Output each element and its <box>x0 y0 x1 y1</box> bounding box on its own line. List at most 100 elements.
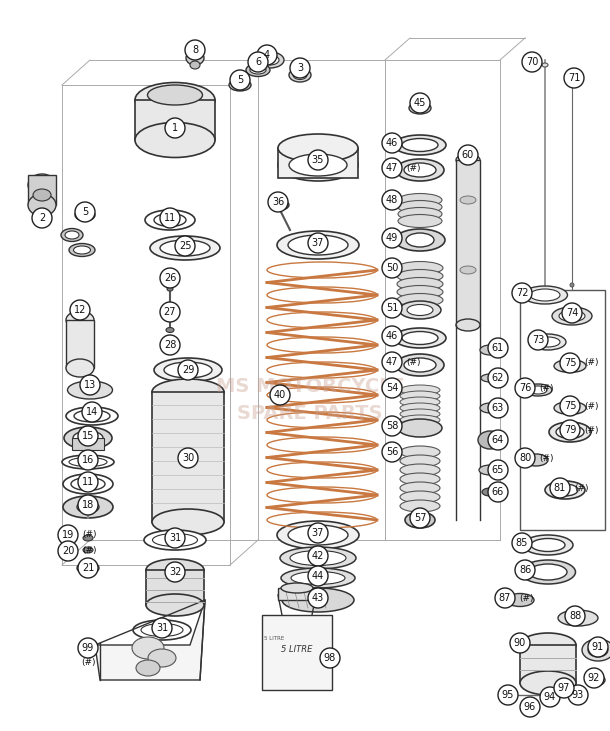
Ellipse shape <box>277 231 359 259</box>
Ellipse shape <box>460 196 476 204</box>
Circle shape <box>488 368 508 388</box>
Ellipse shape <box>69 458 107 466</box>
Ellipse shape <box>281 568 355 588</box>
Circle shape <box>58 525 78 545</box>
Ellipse shape <box>404 163 436 177</box>
Ellipse shape <box>280 547 356 569</box>
Ellipse shape <box>261 55 279 65</box>
Text: 36: 36 <box>272 197 284 207</box>
Circle shape <box>270 385 290 405</box>
Circle shape <box>512 283 532 303</box>
Ellipse shape <box>556 425 584 439</box>
Circle shape <box>488 338 508 358</box>
Circle shape <box>308 566 328 586</box>
Text: 44: 44 <box>312 571 324 581</box>
Bar <box>28 175 56 205</box>
Ellipse shape <box>28 174 56 196</box>
Ellipse shape <box>68 381 112 399</box>
Circle shape <box>515 378 535 398</box>
Circle shape <box>78 426 98 446</box>
Circle shape <box>290 58 310 78</box>
Ellipse shape <box>293 70 307 80</box>
Circle shape <box>584 668 604 688</box>
Ellipse shape <box>404 358 436 372</box>
Ellipse shape <box>407 305 433 316</box>
Ellipse shape <box>62 455 114 469</box>
Text: 80: 80 <box>519 453 531 463</box>
Ellipse shape <box>520 560 575 584</box>
Text: (#): (#) <box>539 453 553 463</box>
Text: 37: 37 <box>312 238 324 248</box>
Circle shape <box>230 70 250 90</box>
Text: 58: 58 <box>386 421 398 431</box>
Text: 62: 62 <box>492 373 504 383</box>
Ellipse shape <box>544 693 556 701</box>
Text: 86: 86 <box>519 565 531 575</box>
Circle shape <box>382 378 402 398</box>
Ellipse shape <box>291 572 345 585</box>
Circle shape <box>165 528 185 548</box>
Ellipse shape <box>400 500 440 512</box>
Ellipse shape <box>585 674 605 686</box>
Circle shape <box>382 158 402 178</box>
Ellipse shape <box>65 231 79 239</box>
Circle shape <box>78 558 98 578</box>
Text: 4: 4 <box>264 50 270 60</box>
Ellipse shape <box>531 539 565 551</box>
Bar <box>152 392 224 522</box>
Circle shape <box>382 258 402 278</box>
Circle shape <box>382 133 402 153</box>
Circle shape <box>152 618 172 638</box>
Ellipse shape <box>271 200 289 210</box>
Ellipse shape <box>66 359 94 377</box>
Ellipse shape <box>256 52 284 68</box>
Text: (#): (#) <box>519 594 534 602</box>
Ellipse shape <box>144 530 206 550</box>
Circle shape <box>165 118 185 138</box>
Text: 93: 93 <box>572 690 584 700</box>
Ellipse shape <box>63 474 113 494</box>
Ellipse shape <box>402 331 438 344</box>
Ellipse shape <box>456 154 480 166</box>
Ellipse shape <box>28 194 56 216</box>
Circle shape <box>488 460 508 480</box>
Text: (#): (#) <box>584 425 598 434</box>
Text: 11: 11 <box>82 477 94 487</box>
Ellipse shape <box>190 61 200 69</box>
Ellipse shape <box>282 588 354 612</box>
Ellipse shape <box>559 311 585 322</box>
Ellipse shape <box>288 235 348 255</box>
Circle shape <box>160 302 180 322</box>
Ellipse shape <box>478 431 502 449</box>
Ellipse shape <box>400 446 440 458</box>
Text: 5 LITRE: 5 LITRE <box>264 635 284 640</box>
Circle shape <box>178 360 198 380</box>
Bar <box>135 100 215 140</box>
Text: 13: 13 <box>84 380 96 390</box>
Ellipse shape <box>520 671 576 695</box>
Ellipse shape <box>278 134 358 162</box>
Text: 97: 97 <box>558 683 570 693</box>
Ellipse shape <box>524 384 552 396</box>
Text: 19: 19 <box>62 530 74 540</box>
Circle shape <box>70 300 90 320</box>
Ellipse shape <box>289 68 311 82</box>
Ellipse shape <box>529 564 567 580</box>
Ellipse shape <box>582 639 610 661</box>
Ellipse shape <box>406 233 434 247</box>
Ellipse shape <box>396 354 444 376</box>
Circle shape <box>268 192 288 212</box>
Text: 11: 11 <box>164 213 176 223</box>
Ellipse shape <box>74 410 110 422</box>
Text: (#): (#) <box>584 358 598 368</box>
Circle shape <box>175 236 195 256</box>
Ellipse shape <box>400 491 440 503</box>
Ellipse shape <box>397 262 443 275</box>
Text: 79: 79 <box>564 425 576 435</box>
Text: 18: 18 <box>82 500 94 510</box>
Ellipse shape <box>152 379 224 405</box>
Text: 92: 92 <box>588 673 600 683</box>
Circle shape <box>32 208 52 228</box>
Circle shape <box>257 45 277 65</box>
Circle shape <box>554 678 574 698</box>
